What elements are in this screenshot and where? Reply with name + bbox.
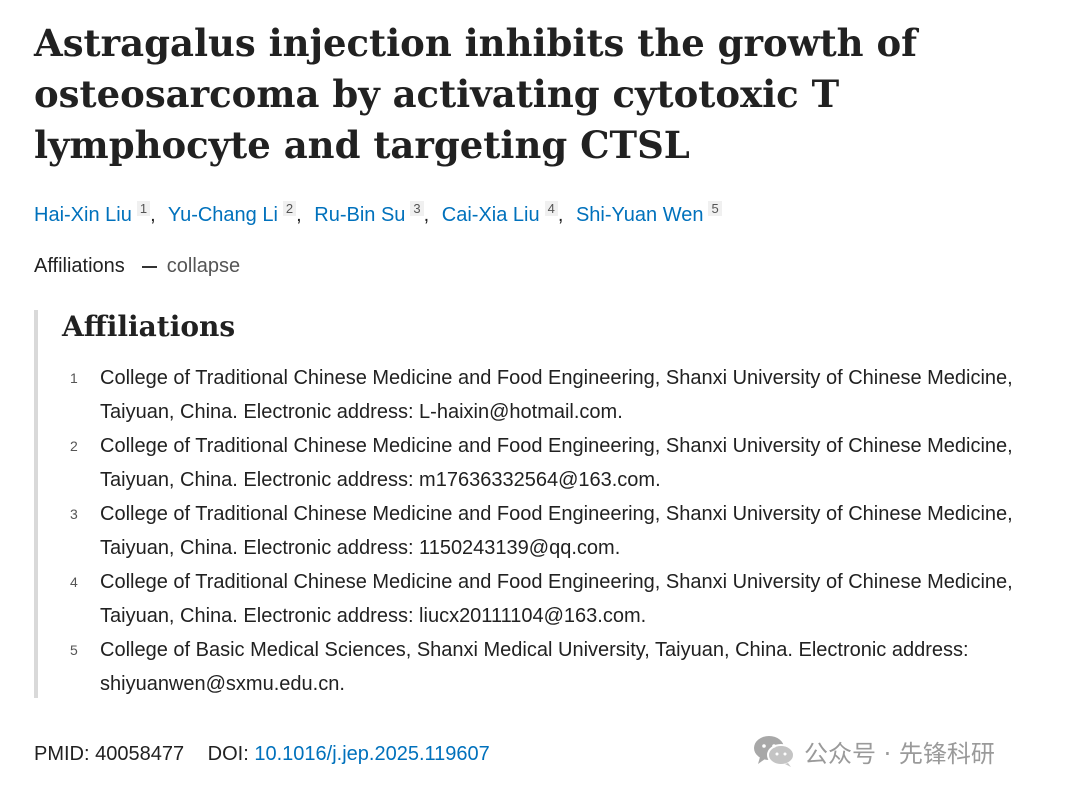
affiliation-ref[interactable]: 5	[708, 201, 722, 216]
article-identifiers: PMID: 40058477 DOI: 10.1016/j.jep.2025.1…	[34, 739, 490, 769]
affiliation-number: 4	[70, 574, 78, 590]
affiliation-ref[interactable]: 4	[544, 201, 558, 216]
affiliation-text: College of Basic Medical Sciences, Shanx…	[100, 639, 969, 695]
affiliations-toggle-label: Affiliations	[34, 255, 125, 277]
affiliation-number: 2	[70, 438, 78, 454]
collapse-dash-icon	[141, 265, 157, 268]
affiliation-text: College of Traditional Chinese Medicine …	[100, 367, 1013, 423]
affiliation-item: 1 College of Traditional Chinese Medicine…	[68, 361, 1058, 429]
affiliation-text: College of Traditional Chinese Medicine …	[100, 435, 1013, 491]
affiliation-item: 4 College of Traditional Chinese Medicine…	[68, 565, 1058, 633]
affiliations-heading: Affiliations	[62, 310, 236, 343]
collapse-button[interactable]: collapse	[166, 255, 241, 277]
affiliations-list: 1 College of Traditional Chinese Medicine…	[68, 361, 1058, 701]
affiliation-ref[interactable]: 1	[136, 201, 151, 216]
affiliation-item: 5 College of Basic Medical Sciences, Shan…	[68, 633, 1058, 701]
affiliation-number: 3	[70, 506, 78, 522]
affiliations-panel: Affiliations 1 College of Traditional Chi…	[34, 310, 1058, 698]
watermark-text: 公众号 · 先锋科研	[804, 739, 995, 768]
author-link[interactable]: Yu-Chang Li	[167, 204, 278, 226]
affiliation-item: 2 College of Traditional Chinese Medicine…	[68, 429, 1058, 497]
affiliations-toggle[interactable]: Affiliations collapse	[34, 251, 240, 281]
wechat-icon	[754, 736, 795, 767]
affiliation-text: College of Traditional Chinese Medicine …	[100, 571, 1013, 627]
affiliation-ref[interactable]: 2	[282, 201, 297, 216]
pmid-label: PMID:	[34, 743, 90, 765]
watermark: 公众号 · 先锋科研	[752, 733, 995, 769]
author-link[interactable]: Cai-Xia Liu	[441, 204, 540, 226]
author-link[interactable]: Hai-Xin Liu	[34, 204, 132, 226]
affiliation-number: 5	[70, 642, 78, 658]
pmid-value: 40058477	[95, 743, 185, 765]
author-list: Hai-Xin Liu 1, Yu-Chang Li 2, Ru-Bin Su 3, …	[34, 199, 722, 231]
affiliation-item: 3 College of Traditional Chinese Medicine…	[68, 497, 1058, 565]
affiliation-text: College of Traditional Chinese Medicine …	[100, 503, 1013, 559]
doi-label: DOI:	[207, 743, 249, 765]
affiliation-number: 1	[70, 370, 78, 386]
article-title: Astragalus injection inhibits the growth…	[34, 21, 918, 167]
author-link[interactable]: Shi-Yuan Wen	[575, 204, 704, 226]
doi-link[interactable]: 10.1016/j.jep.2025.119607	[254, 743, 490, 765]
affiliation-ref[interactable]: 3	[410, 201, 424, 216]
author-link[interactable]: Ru-Bin Su	[314, 204, 406, 226]
